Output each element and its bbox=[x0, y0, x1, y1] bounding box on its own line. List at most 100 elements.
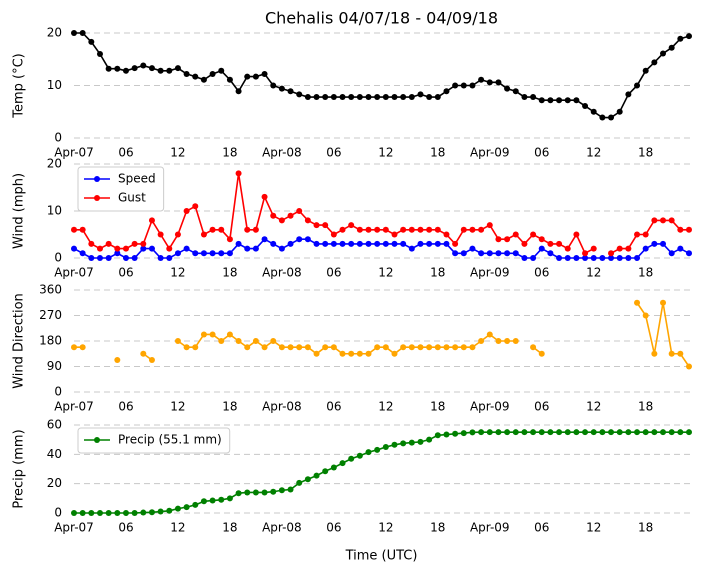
data-point bbox=[330, 94, 337, 101]
x-tick-label: 18 bbox=[222, 400, 237, 414]
data-point bbox=[365, 240, 372, 247]
data-point bbox=[192, 250, 199, 257]
data-point bbox=[564, 255, 571, 261]
x-tick-label: 06 bbox=[118, 400, 133, 414]
data-point bbox=[686, 226, 692, 233]
data-point bbox=[278, 217, 285, 224]
data-point bbox=[131, 255, 138, 261]
data-point bbox=[365, 94, 372, 101]
y-tick-label: 10 bbox=[47, 204, 62, 218]
x-tick-label: 12 bbox=[170, 521, 185, 535]
data-point bbox=[374, 240, 381, 247]
data-point bbox=[651, 217, 658, 224]
data-point bbox=[174, 505, 181, 512]
data-point bbox=[495, 338, 502, 344]
data-point bbox=[400, 226, 407, 233]
data-point bbox=[460, 430, 467, 437]
data-point bbox=[183, 208, 190, 214]
data-point bbox=[114, 65, 121, 72]
data-point bbox=[200, 250, 207, 257]
data-point bbox=[88, 510, 95, 516]
x-axis-label: Time (UTC) bbox=[345, 549, 418, 564]
data-point bbox=[382, 444, 389, 450]
data-point bbox=[313, 350, 320, 357]
data-point bbox=[244, 489, 251, 496]
data-point bbox=[114, 356, 121, 363]
data-point bbox=[486, 222, 493, 229]
legend: Speed Gust bbox=[77, 166, 165, 212]
data-point bbox=[244, 73, 251, 80]
x-tick-label: 12 bbox=[586, 146, 601, 160]
data-point bbox=[504, 429, 511, 436]
data-point bbox=[209, 250, 216, 257]
data-point bbox=[512, 88, 519, 95]
data-point bbox=[590, 255, 597, 261]
data-point bbox=[452, 82, 459, 89]
y-tick-label: 0 bbox=[54, 506, 62, 520]
data-point bbox=[530, 94, 537, 101]
data-point bbox=[478, 250, 485, 257]
data-point bbox=[469, 82, 476, 89]
data-point bbox=[218, 338, 225, 344]
data-point bbox=[686, 250, 692, 257]
data-point bbox=[313, 472, 320, 479]
x-tick-label: Apr-07 bbox=[54, 521, 94, 535]
data-point bbox=[677, 226, 684, 233]
data-point bbox=[235, 338, 242, 344]
data-point bbox=[590, 108, 597, 115]
x-tick-label: 06 bbox=[118, 266, 133, 280]
data-point bbox=[573, 97, 580, 104]
data-point bbox=[348, 455, 355, 462]
y-axis-label: Wind Direction bbox=[12, 293, 27, 389]
data-point bbox=[660, 217, 667, 224]
data-point bbox=[486, 331, 493, 338]
x-tick-label: Apr-08 bbox=[262, 521, 302, 535]
data-point bbox=[556, 240, 563, 247]
x-tick-label: 06 bbox=[326, 521, 341, 535]
data-point bbox=[443, 344, 450, 351]
x-tick-label: 18 bbox=[222, 266, 237, 280]
data-point bbox=[677, 245, 684, 252]
data-point bbox=[512, 338, 519, 344]
data-point bbox=[668, 44, 675, 51]
data-point bbox=[426, 344, 433, 351]
data-point bbox=[296, 479, 303, 486]
x-tick-label: 06 bbox=[326, 266, 341, 280]
data-point bbox=[538, 350, 545, 357]
data-point bbox=[547, 429, 554, 436]
data-point bbox=[218, 67, 225, 74]
y-tick-label: 40 bbox=[47, 447, 62, 461]
data-point bbox=[530, 429, 537, 436]
data-point bbox=[339, 240, 346, 247]
y-tick-label: 20 bbox=[47, 26, 62, 40]
x-tick-label: 18 bbox=[222, 521, 237, 535]
data-point bbox=[252, 489, 259, 496]
data-point bbox=[71, 245, 77, 252]
data-point bbox=[634, 231, 641, 238]
data-point bbox=[443, 240, 450, 247]
data-point bbox=[478, 76, 485, 83]
y-tick-label: 20 bbox=[47, 476, 62, 490]
data-point bbox=[174, 250, 181, 257]
data-point bbox=[417, 91, 424, 98]
data-point bbox=[209, 331, 216, 338]
data-point bbox=[469, 344, 476, 351]
data-point bbox=[530, 344, 537, 351]
data-point bbox=[105, 65, 112, 72]
x-tick-label: 12 bbox=[378, 266, 393, 280]
data-point bbox=[96, 245, 103, 252]
data-point bbox=[183, 245, 190, 252]
data-point bbox=[79, 250, 86, 257]
data-point bbox=[192, 344, 199, 351]
data-point bbox=[166, 67, 173, 74]
data-point bbox=[434, 344, 441, 351]
data-point bbox=[270, 488, 277, 495]
y-tick-label: 0 bbox=[54, 385, 62, 399]
data-point bbox=[651, 240, 658, 247]
data-point bbox=[625, 245, 632, 252]
data-point bbox=[235, 88, 242, 95]
data-point bbox=[261, 193, 268, 200]
series-line bbox=[74, 302, 690, 367]
data-point bbox=[252, 73, 259, 80]
legend-marker bbox=[94, 176, 100, 182]
